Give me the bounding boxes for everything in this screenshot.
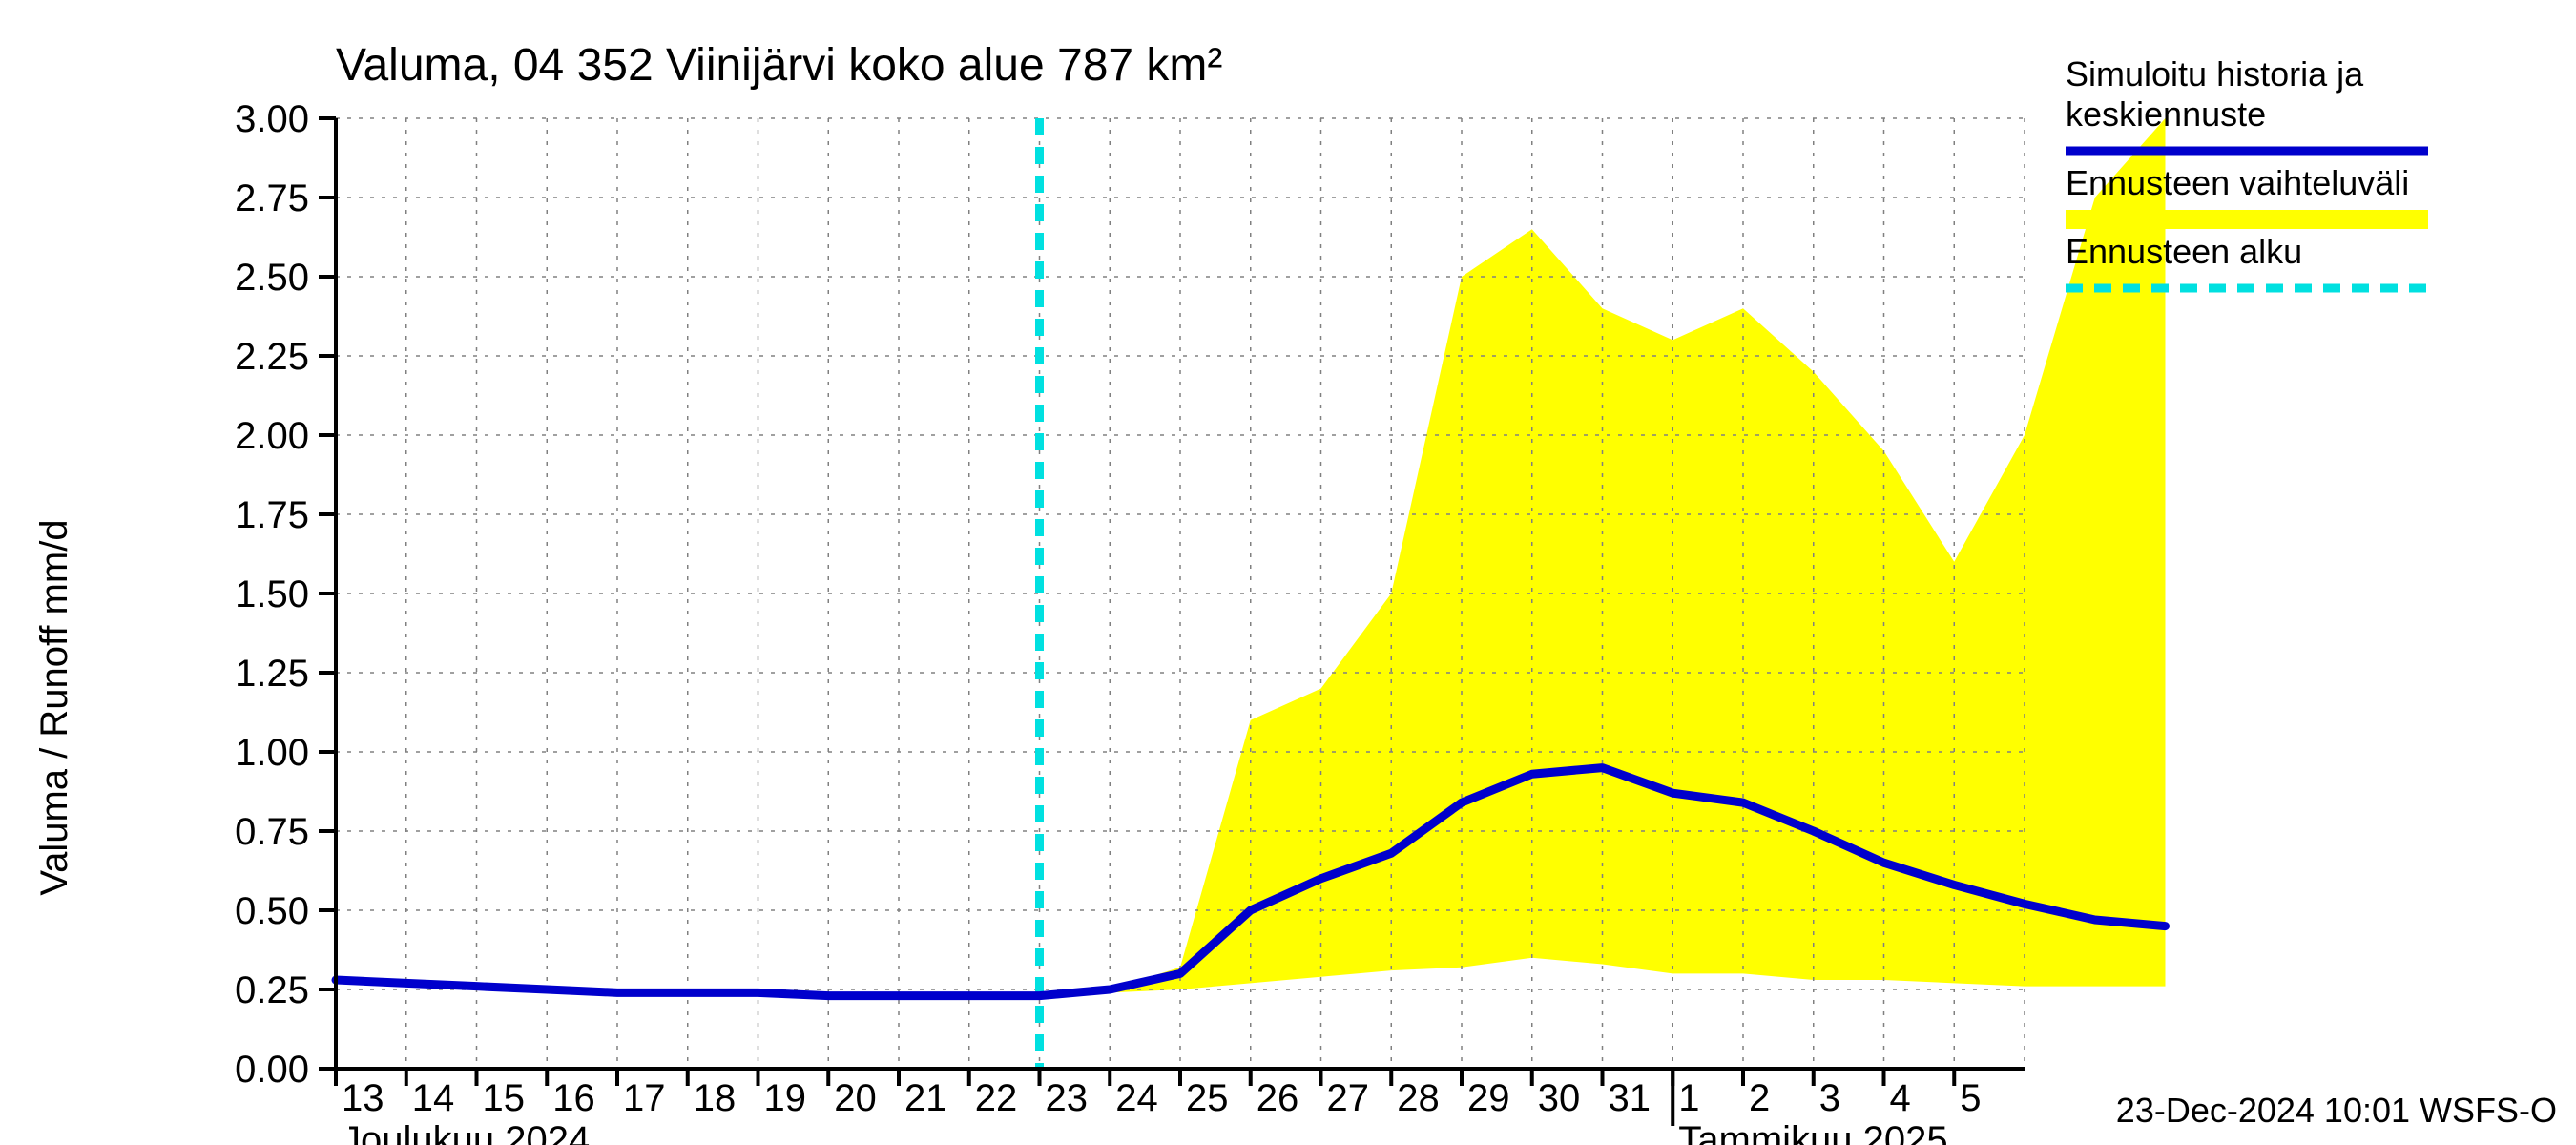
x-tick-label: 18 bbox=[694, 1077, 737, 1119]
x-tick-label: 17 bbox=[623, 1077, 666, 1119]
x-tick-label: 29 bbox=[1467, 1077, 1510, 1119]
y-axis-label: Valuma / Runoff mm/d bbox=[33, 519, 75, 895]
y-tick-label: 1.75 bbox=[235, 494, 309, 536]
chart-title: Valuma, 04 352 Viinijärvi koko alue 787 … bbox=[336, 40, 1222, 91]
y-tick-label: 2.50 bbox=[235, 257, 309, 299]
x-tick-label: 21 bbox=[904, 1077, 947, 1119]
runoff-chart: 0.00 0.25 0.50 0.75 1.00 1.25 1.50 1.75 2.00 2.25… bbox=[0, 0, 2576, 1145]
x-tick-label: 14 bbox=[412, 1077, 455, 1119]
month-label-fi: Tammikuu 2025 bbox=[1678, 1119, 1947, 1145]
chart-footer: 23-Dec-2024 10:01 WSFS-O bbox=[2116, 1091, 2557, 1130]
x-tick-label: 30 bbox=[1538, 1077, 1581, 1119]
y-tick-label: 0.25 bbox=[235, 969, 309, 1011]
y-tick-label: 2.75 bbox=[235, 177, 309, 219]
legend-swatch-band bbox=[2066, 210, 2428, 229]
x-tick-label: 3 bbox=[1819, 1077, 1840, 1119]
x-tick-label: 28 bbox=[1397, 1077, 1440, 1119]
month-label-fi: Joulukuu 2024 bbox=[342, 1119, 590, 1145]
y-tick-label: 2.00 bbox=[235, 415, 309, 457]
legend-label: Simuloitu historia ja bbox=[2066, 54, 2364, 94]
x-tick-label: 16 bbox=[552, 1077, 595, 1119]
x-tick-label: 24 bbox=[1115, 1077, 1158, 1119]
x-tick-label: 22 bbox=[975, 1077, 1018, 1119]
x-tick-label: 23 bbox=[1046, 1077, 1089, 1119]
x-tick-label: 20 bbox=[834, 1077, 877, 1119]
x-tick-label: 2 bbox=[1749, 1077, 1770, 1119]
legend-label: keskiennuste bbox=[2066, 94, 2266, 134]
x-tick-label: 15 bbox=[483, 1077, 526, 1119]
y-tick-label: 3.00 bbox=[235, 98, 309, 140]
y-tick-label: 0.75 bbox=[235, 811, 309, 853]
x-tick-label: 13 bbox=[342, 1077, 384, 1119]
y-tick-label: 1.25 bbox=[235, 653, 309, 695]
y-tick-label: 0.50 bbox=[235, 890, 309, 932]
x-tick-label: 4 bbox=[1890, 1077, 1911, 1119]
x-tick-label: 31 bbox=[1609, 1077, 1652, 1119]
x-tick-label: 1 bbox=[1678, 1077, 1699, 1119]
x-tick-label: 25 bbox=[1186, 1077, 1229, 1119]
legend-label: Ennusteen vaihteluväli bbox=[2066, 163, 2409, 202]
legend-label: Ennusteen alku bbox=[2066, 232, 2302, 271]
x-tick-label: 19 bbox=[764, 1077, 807, 1119]
y-tick-label: 0.00 bbox=[235, 1049, 309, 1091]
y-tick-label: 1.00 bbox=[235, 732, 309, 774]
y-tick-label: 1.50 bbox=[235, 573, 309, 615]
x-tick-label: 26 bbox=[1257, 1077, 1299, 1119]
y-tick-label: 2.25 bbox=[235, 336, 309, 378]
x-tick-label: 27 bbox=[1327, 1077, 1370, 1119]
x-tick-label: 5 bbox=[1960, 1077, 1981, 1119]
